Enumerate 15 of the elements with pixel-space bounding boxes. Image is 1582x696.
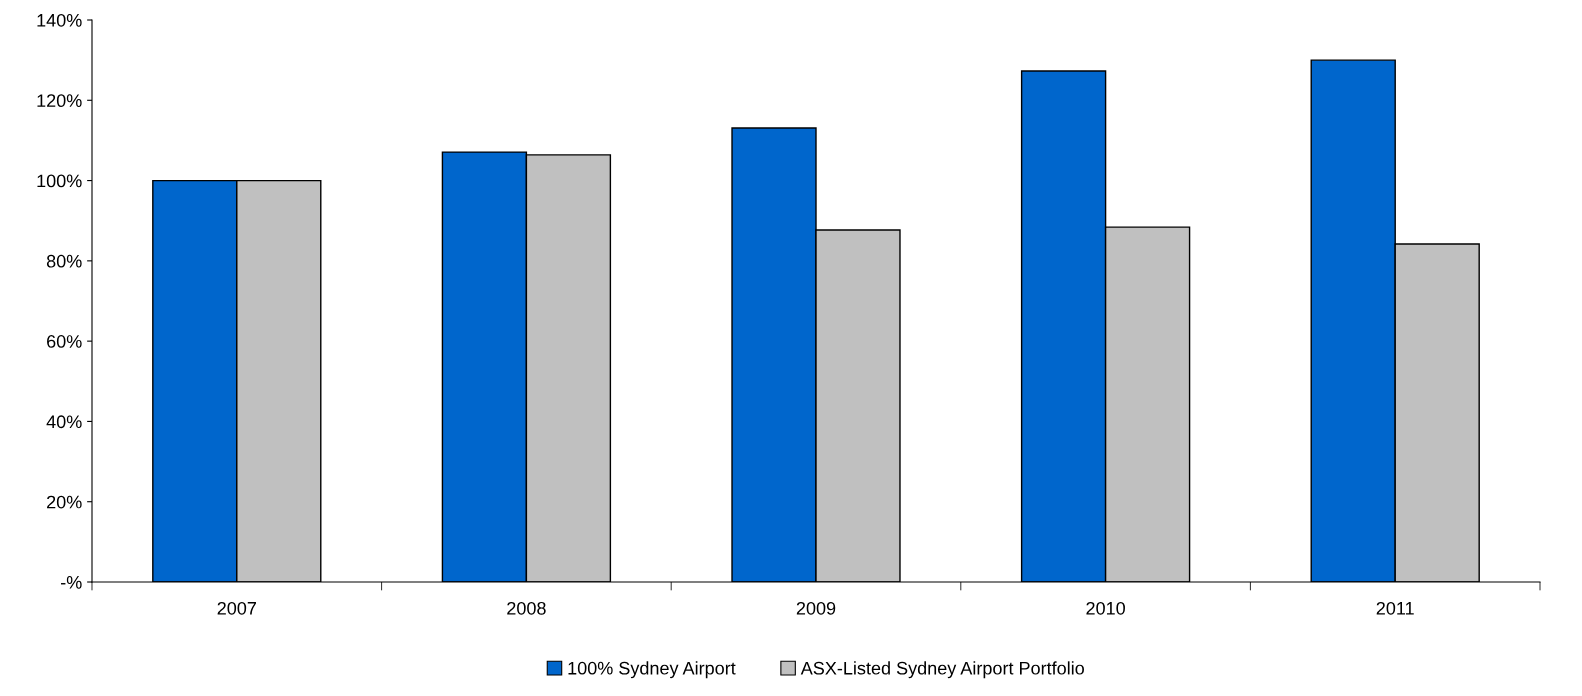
y-tick-label: 40% [46,415,82,429]
y-tick-label: 80% [46,254,82,268]
x-tick-label: 2011 [1376,601,1414,615]
legend-label: ASX-Listed Sydney Airport Portfolio [800,661,1084,679]
y-tick-label: -% [61,576,82,589]
x-tick-label: 2009 [796,601,836,615]
y-tick-label: 20% [47,495,82,509]
y-tick-label: 60% [47,335,82,348]
y-tick-label: 120% [37,94,82,108]
y-tick-label: 140% [37,13,82,27]
y-tick-label: 100% [37,174,82,188]
x-tick-label: 2008 [507,601,546,615]
x-tick-label: 2010 [1086,601,1125,615]
legend-label: 100% Sydney Airport [568,661,736,679]
x-tick-label: 2007 [217,601,256,615]
